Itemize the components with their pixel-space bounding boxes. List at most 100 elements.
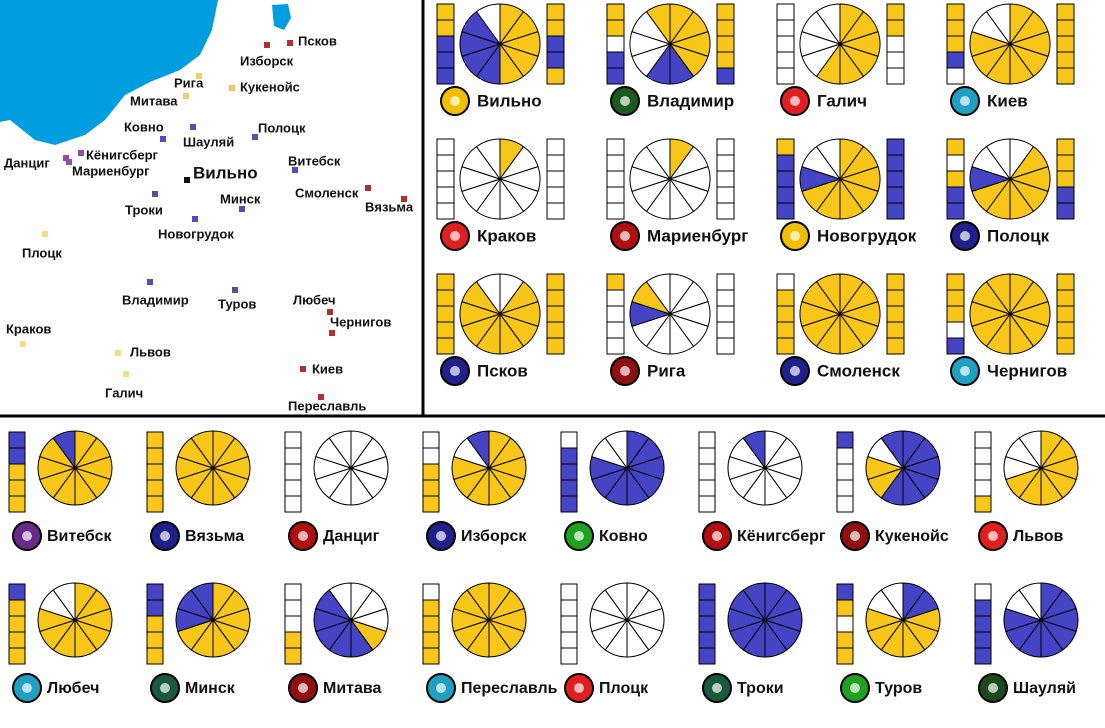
city-name: Полоцк: [987, 226, 1050, 245]
right-bar-cell: [546, 305, 565, 323]
left-bar-cell: [698, 447, 716, 465]
right-bar-cell: [716, 3, 735, 21]
left-bar-cell: [836, 615, 854, 633]
left-bar-cell: [284, 583, 302, 601]
left-bar-cell: [776, 186, 795, 204]
left-bar-cell: [974, 647, 992, 665]
left-bar-cell: [284, 599, 302, 617]
emblem-symbol: [790, 231, 800, 241]
left-bar-cell: [146, 599, 164, 617]
left-bar-cell: [974, 479, 992, 497]
city-name: Владимир: [647, 91, 734, 110]
left-bar-cell: [8, 447, 26, 465]
left-bar-cell: [946, 321, 965, 339]
pie-sector: [475, 273, 501, 316]
right-bar-cell: [1056, 51, 1075, 69]
pie-sector: [52, 430, 76, 470]
left-bar-cell: [284, 647, 302, 665]
left-bar-cell: [606, 170, 625, 188]
city-marker: [252, 134, 258, 140]
pie-sector: [880, 430, 904, 470]
left-bar-cell: [946, 202, 965, 220]
right-bar-cell: [716, 186, 735, 204]
right-bar-cell: [716, 138, 735, 156]
right-bar-cell: [546, 154, 565, 172]
left-bar-cell: [284, 495, 302, 513]
city-marker: [147, 279, 153, 285]
left-bar-cell: [776, 337, 795, 355]
city-name: Изборск: [461, 528, 527, 545]
pie-sector: [1018, 582, 1042, 622]
city-marker: [318, 394, 324, 400]
left-bar-cell: [422, 463, 440, 481]
left-bar-cell: [836, 447, 854, 465]
right-bar-cell: [886, 321, 905, 339]
city-name: Митава: [323, 680, 382, 697]
left-bar-cell: [606, 154, 625, 172]
right-bar-cell: [546, 35, 565, 53]
city-label: Вязьма: [365, 199, 414, 214]
left-bar-cell: [946, 170, 965, 188]
left-bar-cell: [8, 599, 26, 617]
right-bar-cell: [716, 35, 735, 53]
pie-sector: [815, 273, 841, 316]
right-bar-cell: [886, 170, 905, 188]
right-bar-cell: [886, 337, 905, 355]
city-marker: [365, 185, 371, 191]
left-bar-cell: [698, 431, 716, 449]
emblem-symbol: [712, 531, 722, 541]
left-bar-cell: [946, 273, 965, 291]
left-bar-cell: [560, 431, 578, 449]
left-bar-cell: [146, 647, 164, 665]
city-label: Ковно: [124, 119, 164, 134]
city-name: Туров: [875, 680, 922, 697]
city-name: Троки: [737, 680, 784, 697]
pie-sector: [645, 3, 671, 46]
city-name: Чернигов: [987, 361, 1067, 380]
right-bar-cell: [546, 202, 565, 220]
right-bar-cell: [716, 154, 735, 172]
right-bar-cell: [1056, 154, 1075, 172]
left-bar-cell: [436, 51, 455, 69]
emblem-symbol: [450, 366, 460, 376]
pie-sector: [742, 582, 766, 622]
left-bar-cell: [946, 305, 965, 323]
pie-sector: [466, 430, 490, 470]
left-bar-cell: [776, 51, 795, 69]
left-bar-cell: [946, 154, 965, 172]
left-bar-cell: [436, 186, 455, 204]
city-label: Кукенойс: [240, 79, 300, 94]
right-bar-cell: [1056, 3, 1075, 21]
left-bar-cell: [606, 35, 625, 53]
right-bar-cell: [716, 202, 735, 220]
emblem-symbol: [850, 683, 860, 693]
left-bar-cell: [436, 305, 455, 323]
city-marker: [42, 231, 48, 237]
city-name: Плоцк: [599, 680, 649, 697]
emblem-symbol: [574, 683, 584, 693]
pie-sector: [815, 138, 841, 181]
city-name: Любеч: [47, 680, 99, 697]
right-bar-cell: [546, 67, 565, 85]
emblem-symbol: [22, 531, 32, 541]
pie-sector: [466, 582, 490, 622]
city-name: Псков: [477, 361, 528, 380]
right-bar-cell: [716, 321, 735, 339]
city-label: Плоцк: [22, 245, 62, 260]
left-bar-cell: [946, 337, 965, 355]
left-bar-cell: [836, 583, 854, 601]
city-label: Переславль: [288, 398, 366, 413]
pie-sector: [742, 430, 766, 470]
right-bar-cell: [1056, 305, 1075, 323]
right-bar-cell: [716, 337, 735, 355]
left-bar-cell: [146, 463, 164, 481]
city-name: Витебск: [47, 528, 112, 545]
left-bar-cell: [974, 463, 992, 481]
left-bar-cell: [146, 479, 164, 497]
emblem-symbol: [436, 531, 446, 541]
right-bar-cell: [716, 273, 735, 291]
right-bar-cell: [546, 51, 565, 69]
left-bar-cell: [836, 631, 854, 649]
city-name: Кукенойс: [875, 528, 949, 545]
